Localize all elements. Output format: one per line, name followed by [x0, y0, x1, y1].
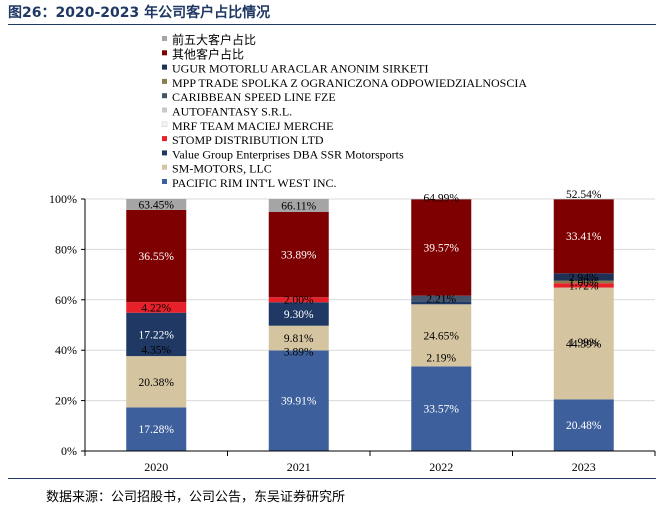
bar-data-label: 4.35% [141, 344, 171, 356]
y-tick-label: 80% [55, 242, 77, 256]
bar-data-label: 52.54% [566, 189, 602, 201]
bar-data-label: 1.72% [569, 280, 599, 292]
bar-segment [411, 295, 472, 302]
bar-segment [553, 287, 614, 400]
bar-data-label: 4.22% [141, 302, 171, 314]
x-tick-label: 2023 [572, 460, 596, 474]
bar-segment [268, 350, 329, 451]
legend-swatch [162, 50, 167, 56]
bar-data-label: 2.21% [426, 293, 456, 305]
bar-segment [553, 199, 614, 274]
legend-swatch [162, 150, 167, 156]
bar-segment [553, 399, 614, 451]
legend-swatch [161, 121, 168, 128]
legend-label: STOMP DISTRIBUTION LTD [172, 133, 324, 147]
legend-swatch [162, 107, 167, 113]
bar-data-label: 9.30% [284, 309, 314, 321]
legend-swatch [162, 164, 167, 170]
bar-data-label: 39.57% [424, 242, 460, 254]
legend-swatch [162, 78, 167, 84]
bar-data-label: 17.22% [139, 329, 175, 341]
bar-segment [553, 199, 614, 200]
bar-data-label: 63.45% [139, 199, 175, 211]
bar-segment [268, 325, 329, 351]
x-tick-label: 2022 [429, 460, 453, 474]
bar-segment [126, 312, 187, 357]
bar-segment [411, 304, 472, 367]
legend-label: 前五大客户占比 [172, 32, 256, 47]
bar-data-label: 17.28% [139, 424, 175, 436]
bar-segment [411, 199, 472, 200]
legend-label: MPP TRADE SPOLKA Z OGRANICZONA ODPOWIEDZ… [172, 76, 527, 90]
bar-segment [411, 366, 472, 451]
bar-segment [126, 209, 187, 303]
bar-data-label: 33.57% [424, 404, 460, 416]
bar-data-label: 64.99% [424, 192, 460, 204]
bar-segment [126, 302, 187, 313]
legend-label: 其他客户占比 [172, 46, 244, 61]
legend-swatch [162, 36, 167, 41]
bottom-rule [8, 478, 656, 479]
bar-segment [268, 302, 329, 326]
bar-segment [411, 301, 472, 305]
legend-label: Value Group Enterprises DBA SSR Motorspo… [172, 147, 404, 161]
source-note: 数据来源：公司招股书，公司公告，东吴证券研究所 [46, 490, 346, 505]
bar-data-label: 20.48% [566, 420, 602, 432]
y-tick-label: 40% [55, 343, 77, 357]
bar-data-label: 20.38% [139, 377, 175, 389]
bar-data-label: 33.89% [281, 250, 317, 262]
bar-data-label: 2.94% [569, 272, 599, 284]
legend-label: PACIFIC RIM INT'L WEST INC. [172, 176, 337, 190]
bar-data-label: 2.00% [284, 295, 314, 307]
bar-data-label: 1.99% [569, 337, 599, 349]
y-tick-label: 100% [49, 192, 77, 206]
bar-data-label: 66.11% [281, 200, 316, 212]
chart-title: 图26：2020-2023 年公司客户占比情况 [8, 5, 271, 21]
title-rule [8, 24, 656, 25]
bar-data-label: 44.39% [566, 338, 602, 350]
x-tick-label: 2021 [287, 460, 311, 474]
legend-label: MRF TEAM MACIEJ MERCHE [172, 119, 333, 133]
y-tick-label: 20% [55, 394, 77, 408]
bar-segment [553, 280, 614, 284]
bar-data-label: 33.41% [566, 231, 602, 243]
bar-segment [268, 297, 329, 303]
bar-data-label: 1.00% [569, 277, 599, 289]
bar-data-label: 39.91% [281, 396, 317, 408]
bar-segment [126, 407, 187, 451]
bar-segment [553, 283, 614, 288]
axes: 0% 20% 40% 60% 80% 100% 2020 2021 2022 2023 [49, 192, 656, 474]
legend-label: AUTOFANTASY S.R.L. [172, 105, 292, 119]
y-tick-label: 0% [61, 444, 77, 458]
legend-swatch [162, 93, 167, 99]
bar-data-label: 36.55% [139, 251, 175, 263]
bar-segment [126, 356, 187, 408]
legend-swatch [162, 64, 167, 70]
bars [126, 199, 614, 451]
bar-segment [126, 199, 187, 210]
bar-segment [411, 199, 472, 296]
legend-label: CARIBBEAN SPEED LINE FZE [172, 90, 336, 104]
bar-data-label: 2.19% [426, 352, 456, 364]
segment-labels: 17.28% 20.38% 17.22% 4.22% 36.55% 63.45% 39.91… [139, 189, 602, 436]
bar-data-label: 9.81% [284, 333, 314, 345]
bar-segment [268, 211, 329, 298]
legend-label: UGUR MOTORLU ARACLAR ANONIM SIRKETI [172, 62, 428, 76]
bar-data-label: 3.89% [284, 346, 314, 358]
bar-segment [553, 273, 614, 281]
legend-label: SM-MOTORS, LLC [172, 162, 272, 176]
legend-swatch [162, 136, 167, 142]
y-tick-label: 60% [55, 293, 77, 307]
legend-swatch [162, 179, 167, 184]
x-tick-label: 2020 [144, 460, 168, 474]
bar-segment [268, 199, 329, 212]
bar-data-label: 24.65% [424, 330, 460, 342]
